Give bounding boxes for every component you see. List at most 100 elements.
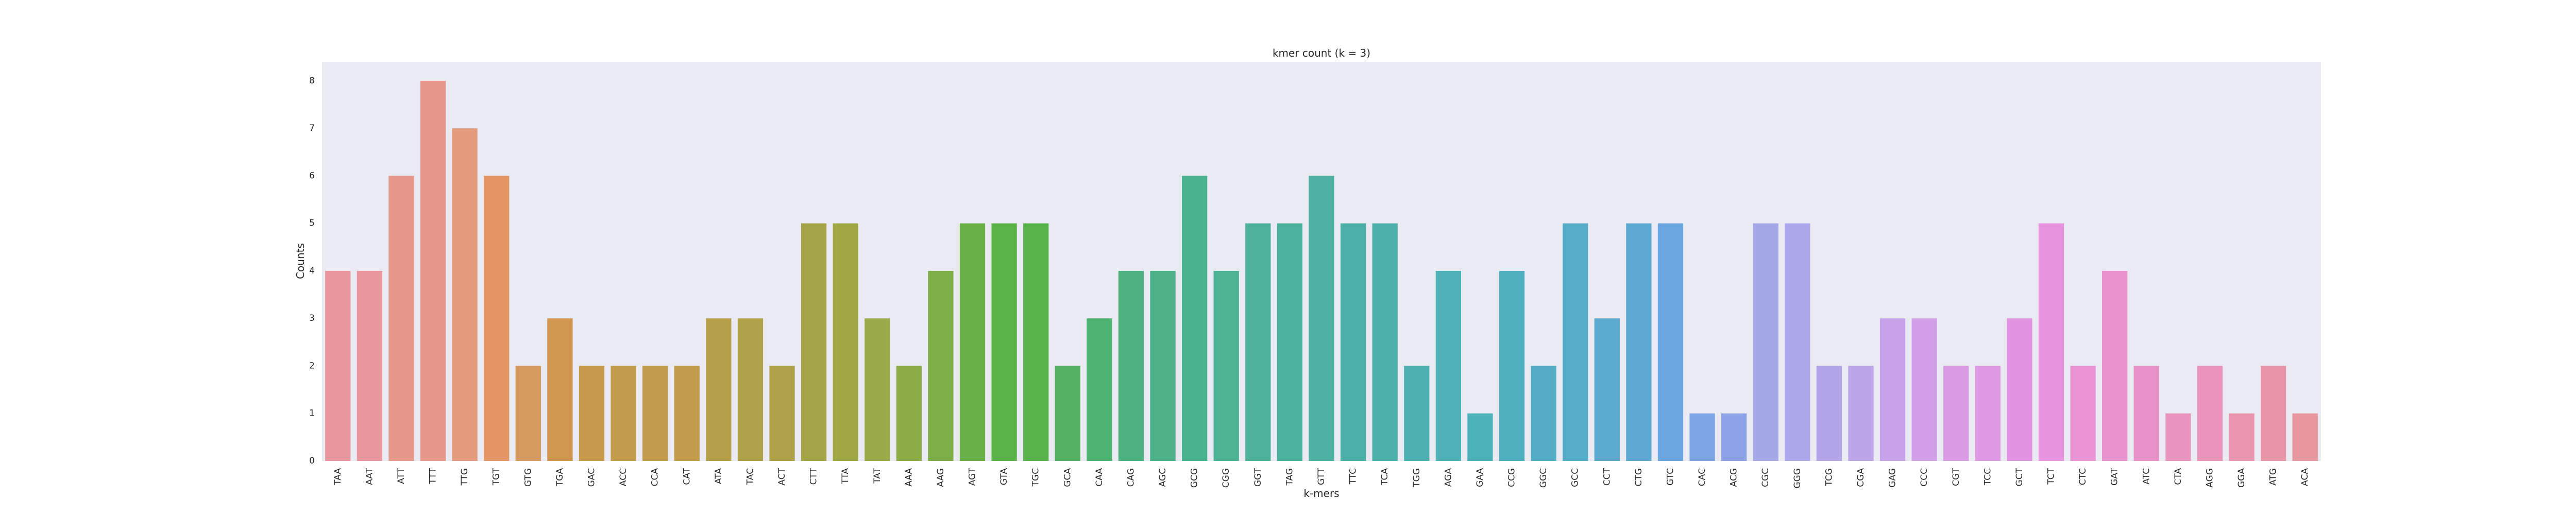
- x-tick-label: CCA: [650, 468, 660, 487]
- bar-acg: [1721, 413, 1747, 461]
- bar-ttg: [452, 128, 478, 461]
- bar-ctg: [1626, 223, 1652, 461]
- bar-aat: [357, 270, 383, 461]
- x-tick-label: TCG: [1824, 468, 1834, 486]
- bar-cgg: [1213, 270, 1239, 461]
- x-tick-label: CTA: [2173, 468, 2183, 485]
- x-tick-label: ATT: [396, 468, 406, 484]
- bar-agc: [1150, 270, 1176, 461]
- x-tick-label: ACG: [1729, 468, 1739, 487]
- x-tick-label: AGG: [2205, 468, 2215, 488]
- x-tick-label: TAA: [333, 468, 343, 486]
- bar-caa: [1087, 318, 1112, 461]
- bar-tca: [1372, 223, 1398, 461]
- bar-gta: [991, 223, 1017, 461]
- bar-gct: [2007, 318, 2032, 461]
- bar-acc: [611, 366, 636, 461]
- bar-cag: [1118, 270, 1144, 461]
- x-tick-label: CGC: [1760, 468, 1771, 487]
- x-tick-labels: TAA AAT ATT TTT TTG TGT GTG TGA GAC ACC CCA CAT ATA T…: [333, 468, 2310, 488]
- bar-ggg: [1785, 223, 1810, 461]
- bar-tgg: [1404, 366, 1430, 461]
- x-tick-label: TGC: [1031, 468, 1041, 487]
- x-tick-label: TAT: [872, 468, 883, 484]
- x-tick-label: GCT: [2014, 468, 2025, 486]
- x-tick-label: GCA: [1062, 468, 1073, 487]
- bars-group: [325, 80, 2318, 461]
- bar-cct: [1594, 318, 1620, 461]
- x-tick-label: TCT: [2046, 468, 2057, 485]
- bar-ctt: [801, 223, 827, 461]
- bar-cat: [674, 366, 700, 461]
- x-tick-label: TTT: [428, 468, 438, 484]
- bar-tcg: [1816, 366, 1842, 461]
- y-tick-label: 2: [309, 360, 315, 371]
- x-tick-label: TAG: [1284, 468, 1295, 486]
- x-tick-label: GAT: [2110, 468, 2120, 485]
- bar-gac: [579, 366, 605, 461]
- bar-gga: [2229, 413, 2255, 461]
- y-tick-label: 8: [309, 76, 315, 86]
- bar-ctc: [2070, 366, 2096, 461]
- x-tick-label: AAG: [936, 468, 946, 487]
- x-tick-label: TGA: [555, 468, 565, 487]
- bar-gca: [1055, 366, 1080, 461]
- bar-ggc: [1531, 366, 1556, 461]
- bar-gtg: [515, 366, 541, 461]
- x-tick-label: GCG: [1190, 468, 1200, 488]
- x-tick-label: GGT: [1253, 468, 1263, 487]
- x-tick-label: ACC: [618, 468, 629, 486]
- bar-tct: [2038, 223, 2064, 461]
- bar-gat: [2102, 270, 2128, 461]
- x-tick-label: CCG: [1507, 468, 1517, 487]
- y-tick-label: 3: [309, 313, 315, 323]
- bar-tcc: [1975, 366, 2001, 461]
- x-tick-label: CTT: [809, 468, 819, 485]
- bar-gcc: [1563, 223, 1588, 461]
- bar-tta: [833, 223, 858, 461]
- bar-agt: [959, 223, 986, 461]
- bar-cgt: [1943, 366, 1969, 461]
- bar-agg: [2197, 366, 2223, 461]
- bar-tgt: [484, 176, 510, 461]
- bar-cga: [1848, 366, 1874, 461]
- bar-ggt: [1245, 223, 1271, 461]
- bar-gcg: [1182, 176, 1208, 461]
- bar-aaa: [896, 366, 922, 461]
- y-tick-label: 0: [309, 456, 315, 466]
- x-tick-label: TTG: [460, 468, 470, 486]
- y-tick-label: 4: [309, 266, 315, 276]
- y-tick-label: 5: [309, 218, 315, 229]
- bar-taa: [325, 270, 351, 461]
- x-tick-label: AGC: [1158, 468, 1168, 487]
- bar-gtt: [1309, 176, 1334, 461]
- bar-tat: [865, 318, 890, 461]
- y-tick-labels: 0 1 2 3 4 5 6 7 8: [309, 76, 315, 466]
- x-tick-label: GGC: [1538, 468, 1549, 488]
- bar-aca: [2292, 413, 2318, 461]
- bar-atc: [2133, 366, 2159, 461]
- bar-cca: [642, 366, 668, 461]
- x-tick-label: ATG: [2268, 468, 2279, 486]
- x-tick-label: TAC: [745, 468, 755, 485]
- chart-title: kmer count (k = 3): [1273, 47, 1370, 59]
- x-tick-label: CAT: [682, 468, 692, 485]
- x-tick-label: GAG: [1888, 468, 1898, 488]
- bar-cac: [1689, 413, 1715, 461]
- bar-cgc: [1753, 223, 1778, 461]
- x-tick-label: GAC: [586, 468, 597, 487]
- bar-ttt: [420, 80, 446, 461]
- x-tick-label: CTG: [1634, 468, 1644, 486]
- x-tick-label: GTG: [523, 468, 533, 487]
- y-tick-label: 6: [309, 170, 315, 181]
- x-tick-label: CAG: [1126, 468, 1136, 487]
- x-tick-label: TGT: [492, 468, 502, 486]
- x-tick-label: CTC: [2078, 468, 2088, 485]
- x-axis-label: k-mers: [1303, 487, 1339, 500]
- x-tick-label: CCT: [1602, 468, 1612, 486]
- x-tick-label: CGT: [1951, 468, 1961, 486]
- bar-att: [388, 176, 414, 461]
- x-tick-label: ATC: [2141, 468, 2151, 485]
- bar-gaa: [1467, 413, 1493, 461]
- bar-ttc: [1340, 223, 1366, 461]
